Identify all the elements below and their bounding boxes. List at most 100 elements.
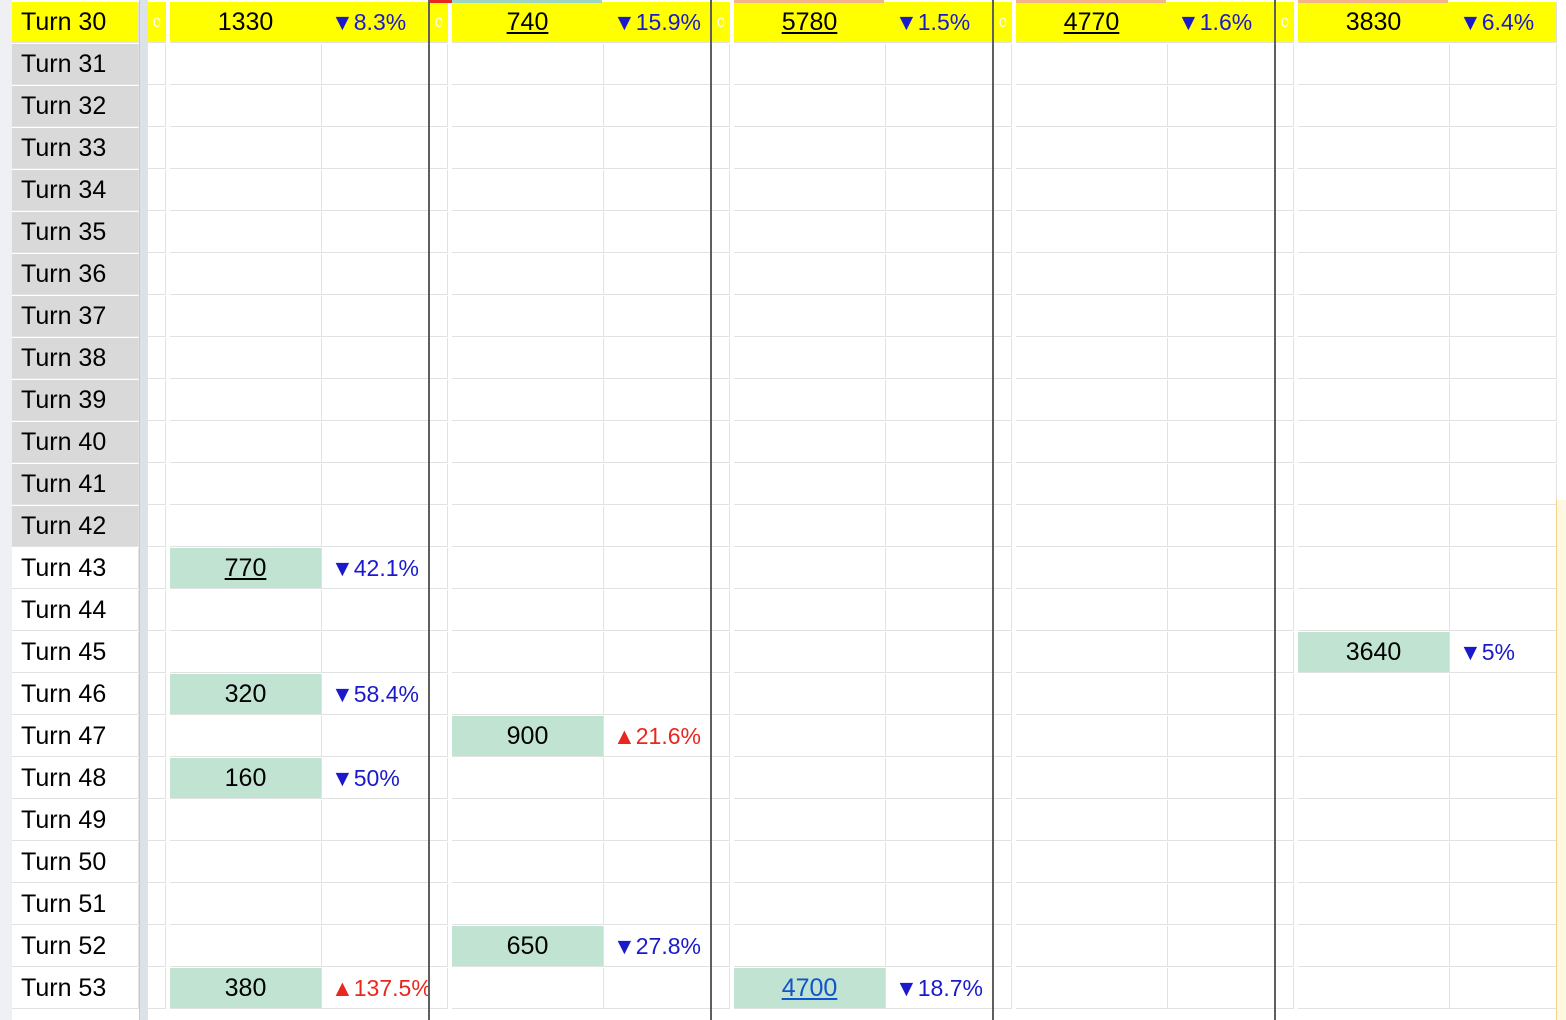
value-cell[interactable]	[452, 212, 604, 253]
spacer-cell[interactable]	[994, 296, 1012, 337]
spacer-cell[interactable]	[148, 506, 166, 547]
value-cell[interactable]	[1298, 212, 1450, 253]
spacer-cell[interactable]	[712, 968, 730, 1009]
percent-change-cell[interactable]	[886, 800, 993, 841]
value-cell[interactable]	[734, 380, 886, 421]
value-cell[interactable]	[1016, 506, 1168, 547]
value-cell[interactable]	[1298, 464, 1450, 505]
spacer-cell[interactable]	[712, 800, 730, 841]
value-cell[interactable]: 160	[170, 758, 322, 799]
spacer-cell[interactable]	[994, 758, 1012, 799]
row-label[interactable]: Turn 38	[12, 338, 139, 379]
value-cell[interactable]: 380	[170, 968, 322, 1009]
percent-change-cell[interactable]	[322, 170, 429, 211]
row-label[interactable]: Turn 41	[12, 464, 139, 505]
row-label[interactable]: Turn 48	[12, 758, 139, 799]
spacer-cell[interactable]	[430, 968, 448, 1009]
spacer-cell[interactable]	[1276, 590, 1294, 631]
spacer-cell[interactable]	[148, 338, 166, 379]
spacer-cell[interactable]	[430, 926, 448, 967]
percent-change-cell[interactable]	[1450, 842, 1557, 883]
percent-change-cell[interactable]	[1450, 800, 1557, 841]
spacer-cell[interactable]: 0	[148, 2, 166, 43]
percent-change-cell[interactable]: ▼50%	[322, 758, 429, 799]
row-label[interactable]: Turn 33	[12, 128, 139, 169]
value-cell[interactable]	[1016, 548, 1168, 589]
spacer-cell[interactable]	[430, 590, 448, 631]
spacer-cell[interactable]: 0	[994, 2, 1012, 43]
percent-change-cell[interactable]: ▼18.7%	[886, 968, 993, 1009]
value-cell[interactable]: 5780	[734, 2, 886, 43]
spacer-cell[interactable]	[1276, 506, 1294, 547]
percent-change-cell[interactable]	[322, 506, 429, 547]
value-cell[interactable]	[452, 380, 604, 421]
row-label[interactable]: Turn 35	[12, 212, 139, 253]
value-cell[interactable]: 1330	[170, 2, 322, 43]
spacer-cell[interactable]	[994, 842, 1012, 883]
percent-change-cell[interactable]	[1450, 674, 1557, 715]
percent-change-cell[interactable]	[886, 884, 993, 925]
spacer-cell[interactable]	[430, 86, 448, 127]
spacer-cell[interactable]	[994, 44, 1012, 85]
spacer-cell[interactable]	[1276, 464, 1294, 505]
percent-change-cell[interactable]	[322, 380, 429, 421]
value-cell[interactable]	[1298, 254, 1450, 295]
value-cell[interactable]	[734, 758, 886, 799]
value-cell[interactable]	[170, 800, 322, 841]
spacer-cell[interactable]	[994, 338, 1012, 379]
spacer-cell[interactable]	[712, 842, 730, 883]
spacer-cell[interactable]	[1276, 422, 1294, 463]
percent-change-cell[interactable]	[1450, 44, 1557, 85]
spacer-cell[interactable]	[994, 86, 1012, 127]
percent-change-cell[interactable]	[886, 674, 993, 715]
percent-change-cell[interactable]	[604, 422, 711, 463]
percent-change-cell[interactable]	[604, 380, 711, 421]
percent-change-cell[interactable]	[886, 422, 993, 463]
spacer-cell[interactable]	[994, 170, 1012, 211]
percent-change-cell[interactable]	[604, 212, 711, 253]
spacer-cell[interactable]	[1276, 380, 1294, 421]
value-cell[interactable]	[1016, 842, 1168, 883]
value-cell[interactable]	[734, 44, 886, 85]
value-cell[interactable]	[452, 590, 604, 631]
value-cell[interactable]	[452, 44, 604, 85]
value-cell[interactable]	[170, 590, 322, 631]
spacer-cell[interactable]	[430, 380, 448, 421]
percent-change-cell[interactable]	[886, 632, 993, 673]
row-label[interactable]: Turn 30	[12, 2, 139, 43]
spacer-cell[interactable]	[994, 716, 1012, 757]
value-cell[interactable]	[1298, 44, 1450, 85]
spacer-cell[interactable]	[430, 758, 448, 799]
value-cell[interactable]	[734, 548, 886, 589]
row-label[interactable]: Turn 47	[12, 716, 139, 757]
percent-change-cell[interactable]	[1168, 86, 1275, 127]
percent-change-cell[interactable]	[1168, 464, 1275, 505]
percent-change-cell[interactable]	[604, 632, 711, 673]
percent-change-cell[interactable]	[1450, 338, 1557, 379]
spacer-cell[interactable]	[430, 170, 448, 211]
spacer-cell[interactable]	[712, 548, 730, 589]
spacer-cell[interactable]	[1276, 842, 1294, 883]
percent-change-cell[interactable]	[886, 464, 993, 505]
value-cell[interactable]	[734, 842, 886, 883]
value-cell[interactable]	[1298, 674, 1450, 715]
row-label[interactable]: Turn 52	[12, 926, 139, 967]
value-cell[interactable]	[734, 170, 886, 211]
value-cell[interactable]	[734, 800, 886, 841]
spacer-cell[interactable]	[994, 590, 1012, 631]
value-cell[interactable]	[170, 926, 322, 967]
value-cell[interactable]	[734, 926, 886, 967]
value-cell[interactable]	[452, 548, 604, 589]
percent-change-cell[interactable]	[322, 884, 429, 925]
value-cell[interactable]	[1016, 632, 1168, 673]
value-cell[interactable]	[1016, 884, 1168, 925]
value-cell[interactable]	[452, 338, 604, 379]
percent-change-cell[interactable]	[1168, 254, 1275, 295]
percent-change-cell[interactable]: ▼27.8%	[604, 926, 711, 967]
percent-change-cell[interactable]	[604, 968, 711, 1009]
percent-change-cell[interactable]	[322, 632, 429, 673]
spacer-cell[interactable]	[1276, 44, 1294, 85]
value-cell[interactable]	[170, 86, 322, 127]
spacer-cell[interactable]	[148, 842, 166, 883]
value-cell[interactable]	[1016, 212, 1168, 253]
